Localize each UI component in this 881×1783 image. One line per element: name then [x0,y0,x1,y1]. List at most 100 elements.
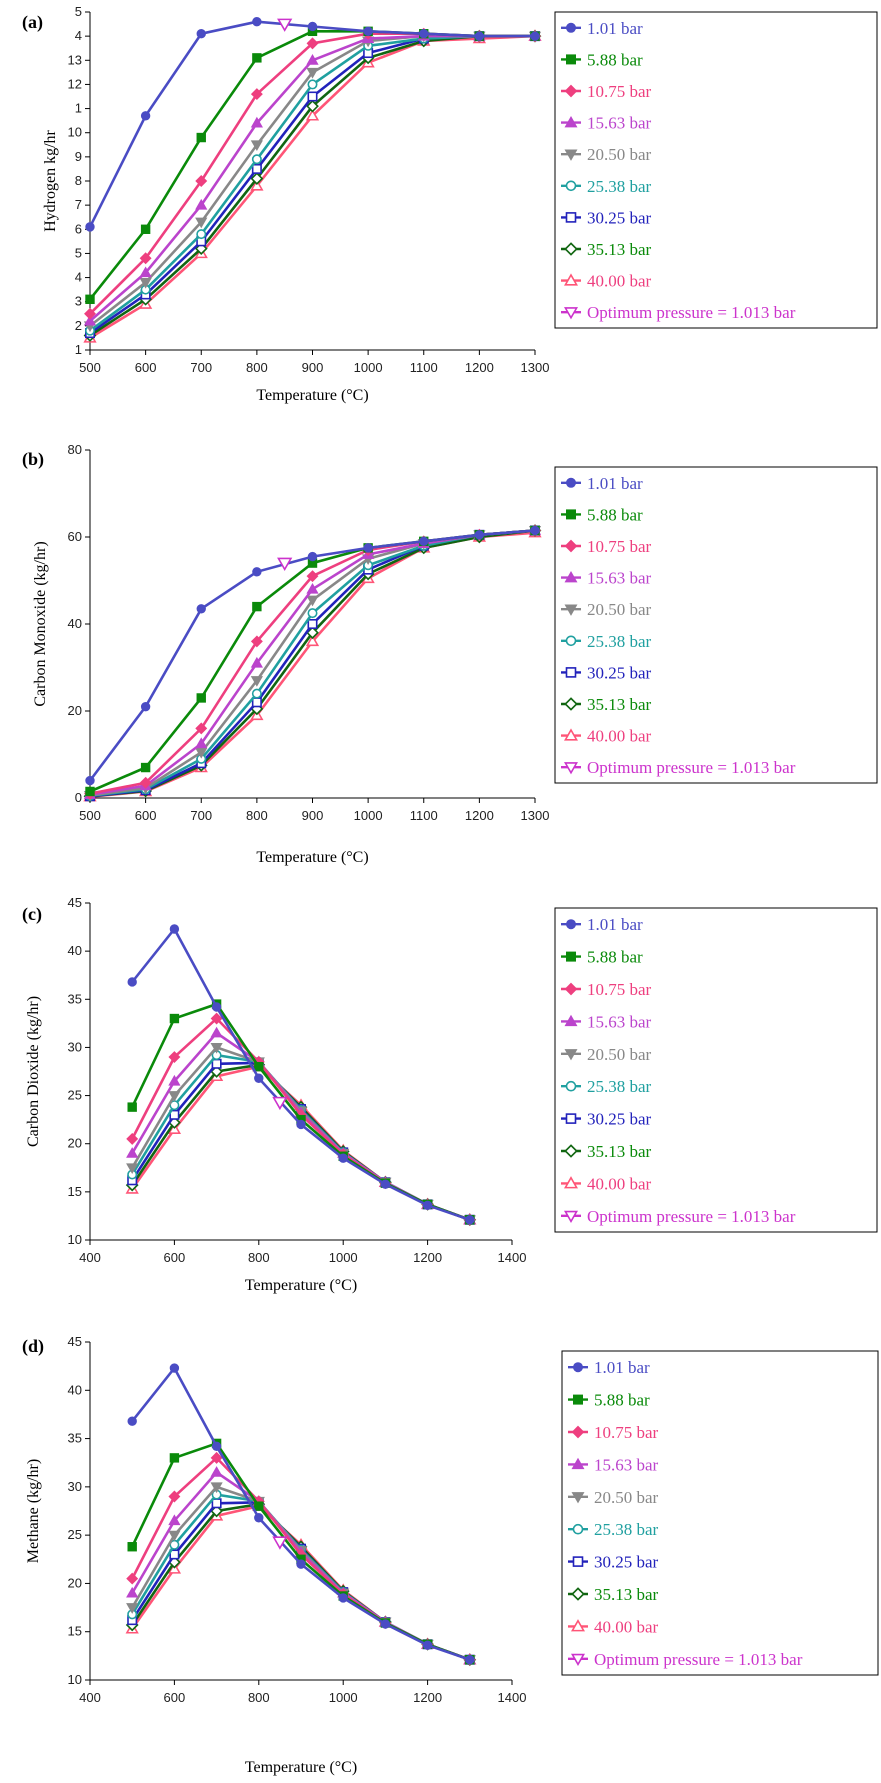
legend-label: 1.01 bar [587,915,643,934]
legend-label: Optimum pressure = 1.013 bar [587,303,796,322]
y-tick-label: 20 [68,1136,82,1151]
legend-marker [565,180,577,192]
data-point [252,16,262,27]
data-point [251,154,262,165]
data-point [307,608,318,619]
x-tick-label: 1000 [329,1690,358,1705]
y-tick-label: 9 [75,149,82,164]
series-1-01-bar [127,1363,475,1665]
x-tick-label: 700 [190,360,212,375]
x-tick-label: 400 [79,1250,101,1265]
legend-label: 20.50 bar [587,600,652,619]
legend-marker [566,919,576,930]
x-tick-label: 1300 [521,360,550,375]
legend-marker [565,1113,577,1124]
data-point [126,1163,139,1175]
x-tick-label: 1200 [465,360,494,375]
y-tick-label: 60 [68,529,82,544]
y-tick-label: 10 [68,125,82,140]
legend-label: 20.50 bar [594,1488,659,1507]
x-tick-label: 900 [302,360,324,375]
y-tick-label: 45 [68,1334,82,1349]
legend-label: 35.13 bar [587,1142,652,1161]
legend-label: 30.25 bar [587,208,652,227]
y-tick-label: 8 [75,173,82,188]
data-point [195,198,208,210]
x-tick-label: 1400 [498,1250,527,1265]
data-point [195,747,208,759]
x-tick-label: 900 [302,808,324,823]
series-1-01-bar [85,525,540,786]
data-point [306,54,319,65]
y-tick-label: 13 [68,52,82,67]
legend-label: 15.63 bar [594,1455,659,1474]
legend-marker [570,1619,586,1632]
legend-marker [571,1492,585,1504]
optimum-point [277,557,293,571]
x-axis-label: Temperature (°C) [245,1277,357,1294]
data-point [254,1513,264,1523]
legend-label: Optimum pressure = 1.013 bar [587,758,796,777]
legend-marker [572,1556,584,1567]
legend-label: Optimum pressure = 1.013 bar [594,1650,803,1669]
panel-label: (a) [22,12,43,33]
series-line [131,1065,471,1222]
data-point [85,786,95,797]
panel-label: (b) [22,449,44,470]
data-point [210,1012,223,1025]
data-point [306,582,319,594]
data-point [306,570,319,583]
data-point [422,1640,433,1650]
chart-panel: (d) 10 15 20 25 30 35 40 45 400 600 800 1000 1200 1400… [22,1334,879,1776]
data-point [419,29,429,39]
data-point [196,693,206,703]
series-line [131,1502,471,1661]
legend-label: 20.50 bar [587,145,652,164]
x-tick-label: 1000 [354,808,383,823]
series-line [131,1053,471,1222]
data-point [338,1153,348,1163]
data-point [338,1593,348,1603]
series-20-50-bar [126,1042,476,1227]
series-20-50-bar [126,1482,476,1666]
legend: 1.01 bar 5.88 bar 10.75 bar 15.63 bar 20.50 … [561,1350,879,1676]
legend-marker [563,1176,579,1189]
data-point [127,1542,137,1552]
optimum-point [277,18,293,32]
legend-label: 35.13 bar [587,695,652,714]
data-point [139,277,152,289]
data-point [196,132,206,143]
data-point [140,762,151,773]
legend-marker [564,982,578,996]
data-point [195,737,208,749]
legend-marker [564,1049,578,1061]
legend-marker [563,1210,579,1224]
legend-label: 15.63 bar [587,1012,652,1031]
data-point [210,1466,223,1477]
legend-box [554,466,878,784]
data-point [211,1002,222,1012]
data-point [126,1586,139,1598]
data-point [126,1572,139,1585]
y-tick-label: 1 [75,342,82,357]
data-point [250,656,263,668]
y-tick-label: 10 [68,1672,82,1687]
data-point [252,567,262,577]
series-40-00-bar [125,1499,477,1665]
y-tick-label: 45 [68,895,82,910]
y-axis-label: Methane (kg/hr) [25,1459,42,1563]
data-point [195,175,208,187]
series-line [88,20,535,228]
x-tick-label: 400 [79,1690,101,1705]
series-30-25-bar [127,1497,475,1665]
legend-marker [571,1425,585,1439]
x-tick-label: 600 [164,1690,186,1705]
series-line [131,926,471,1222]
legend-marker [564,570,578,583]
y-tick-label: 80 [68,442,82,457]
data-point [83,314,97,326]
x-tick-label: 600 [135,808,157,823]
data-point [251,688,262,699]
